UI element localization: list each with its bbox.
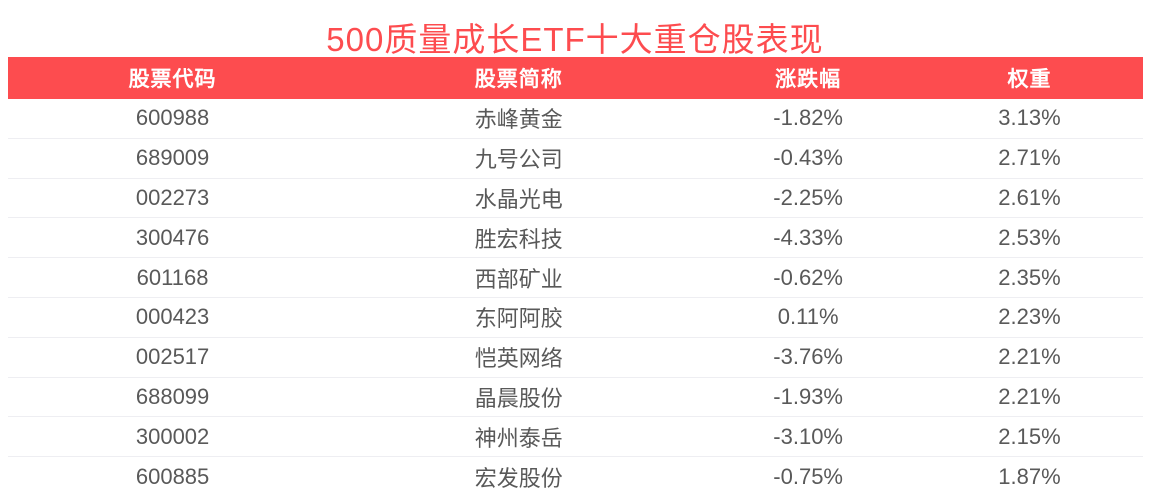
- cell-weight: 2.21%: [915, 336, 1143, 378]
- cell-weight: 2.53%: [915, 217, 1143, 258]
- cell-weight: 3.13%: [915, 99, 1143, 139]
- table-row: 600988 赤峰黄金 -1.82% 3.13%: [8, 99, 1143, 139]
- cell-stock-code: 600988: [8, 99, 338, 139]
- cell-stock-code: 688099: [8, 376, 338, 417]
- table-row: 002517 恺英网络 -3.76% 2.21%: [8, 336, 1143, 378]
- cell-stock-name: 九号公司: [337, 137, 701, 179]
- cell-stock-name: 神州泰岳: [337, 416, 701, 457]
- cell-stock-name: 赤峰黄金: [337, 99, 701, 139]
- page-title: 500质量成长ETF十大重仓股表现: [326, 21, 824, 58]
- table-row: 300002 神州泰岳 -3.10% 2.15%: [8, 416, 1143, 457]
- header-change-percent: 涨跌幅: [700, 57, 916, 99]
- table-row: 688099 晶晨股份 -1.93% 2.21%: [8, 376, 1143, 417]
- table-header-row: 股票代码 股票简称 涨跌幅 权重: [8, 57, 1143, 99]
- table-row: 000423 东阿阿胶 0.11% 2.23%: [8, 296, 1143, 338]
- cell-stock-code: 000423: [8, 296, 338, 338]
- cell-change-percent: -0.43%: [700, 137, 916, 179]
- cell-change-percent: -0.62%: [700, 257, 916, 298]
- cell-stock-code: 300002: [8, 416, 338, 457]
- cell-change-percent: -3.10%: [700, 416, 916, 457]
- cell-stock-code: 002273: [8, 177, 338, 218]
- cell-weight: 2.23%: [915, 296, 1143, 338]
- cell-stock-code: 601168: [8, 257, 338, 298]
- cell-stock-name: 恺英网络: [337, 336, 701, 378]
- header-weight: 权重: [915, 57, 1143, 99]
- cell-stock-name: 西部矿业: [337, 257, 701, 298]
- cell-weight: 1.87%: [915, 456, 1143, 496]
- holdings-table: 股票代码 股票简称 涨跌幅 权重 600988 赤峰黄金 -1.82% 3.13…: [8, 57, 1143, 496]
- cell-stock-code: 689009: [8, 137, 338, 179]
- cell-change-percent: -0.75%: [700, 456, 916, 496]
- cell-stock-name: 胜宏科技: [337, 217, 701, 258]
- cell-weight: 2.71%: [915, 137, 1143, 179]
- cell-stock-name: 水晶光电: [337, 177, 701, 218]
- cell-change-percent: -1.82%: [700, 99, 916, 139]
- header-stock-code: 股票代码: [8, 57, 338, 99]
- header-stock-name: 股票简称: [337, 57, 701, 99]
- cell-stock-code: 600885: [8, 456, 338, 496]
- cell-weight: 2.35%: [915, 257, 1143, 298]
- cell-stock-name: 宏发股份: [337, 456, 701, 496]
- cell-change-percent: 0.11%: [700, 296, 916, 338]
- cell-change-percent: -3.76%: [700, 336, 916, 378]
- cell-change-percent: -2.25%: [700, 177, 916, 218]
- table-row: 600885 宏发股份 -0.75% 1.87%: [8, 456, 1143, 496]
- cell-stock-code: 002517: [8, 336, 338, 378]
- cell-weight: 2.21%: [915, 376, 1143, 417]
- cell-weight: 2.15%: [915, 416, 1143, 457]
- table-row: 002273 水晶光电 -2.25% 2.61%: [8, 177, 1143, 218]
- table-row: 300476 胜宏科技 -4.33% 2.53%: [8, 217, 1143, 258]
- cell-change-percent: -1.93%: [700, 376, 916, 417]
- cell-stock-code: 300476: [8, 217, 338, 258]
- table-row: 601168 西部矿业 -0.62% 2.35%: [8, 257, 1143, 298]
- cell-stock-name: 晶晨股份: [337, 376, 701, 417]
- cell-change-percent: -4.33%: [700, 217, 916, 258]
- cell-stock-name: 东阿阿胶: [337, 296, 701, 338]
- table-row: 689009 九号公司 -0.43% 2.71%: [8, 137, 1143, 179]
- cell-weight: 2.61%: [915, 177, 1143, 218]
